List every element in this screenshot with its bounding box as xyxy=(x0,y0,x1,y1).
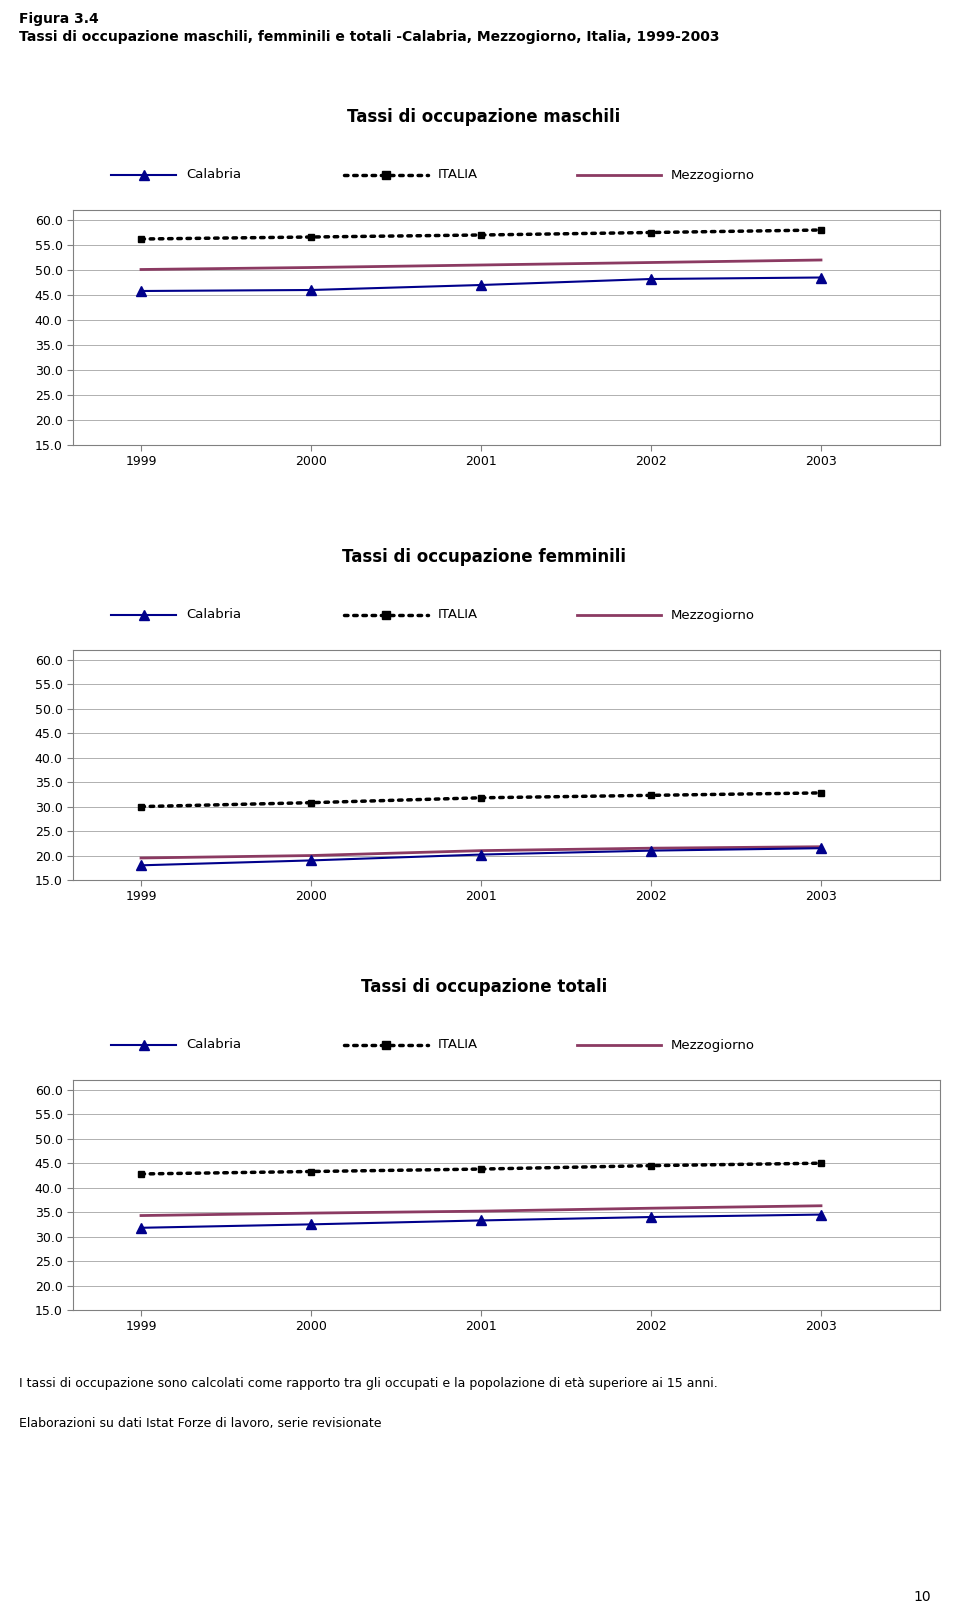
Text: ITALIA: ITALIA xyxy=(438,168,477,181)
Text: Mezzogiorno: Mezzogiorno xyxy=(670,609,755,622)
Text: Mezzogiorno: Mezzogiorno xyxy=(670,168,755,181)
Text: Tassi di occupazione maschili: Tassi di occupazione maschili xyxy=(348,108,620,126)
Text: Tassi di occupazione maschili, femminili e totali -Calabria, Mezzogiorno, Italia: Tassi di occupazione maschili, femminili… xyxy=(19,31,720,44)
Text: Tassi di occupazione femminili: Tassi di occupazione femminili xyxy=(342,548,626,567)
Text: Figura 3.4: Figura 3.4 xyxy=(19,11,99,26)
Text: ITALIA: ITALIA xyxy=(438,1039,477,1052)
Text: Mezzogiorno: Mezzogiorno xyxy=(670,1039,755,1052)
Text: I tassi di occupazione sono calcolati come rapporto tra gli occupati e la popola: I tassi di occupazione sono calcolati co… xyxy=(19,1377,718,1390)
Text: Calabria: Calabria xyxy=(186,609,241,622)
Text: ITALIA: ITALIA xyxy=(438,609,477,622)
Text: Calabria: Calabria xyxy=(186,168,241,181)
Text: Calabria: Calabria xyxy=(186,1039,241,1052)
Text: Tassi di occupazione totali: Tassi di occupazione totali xyxy=(361,979,607,997)
Text: 10: 10 xyxy=(914,1590,931,1605)
Text: Elaborazioni su dati Istat Forze di lavoro, serie revisionate: Elaborazioni su dati Istat Forze di lavo… xyxy=(19,1417,382,1430)
